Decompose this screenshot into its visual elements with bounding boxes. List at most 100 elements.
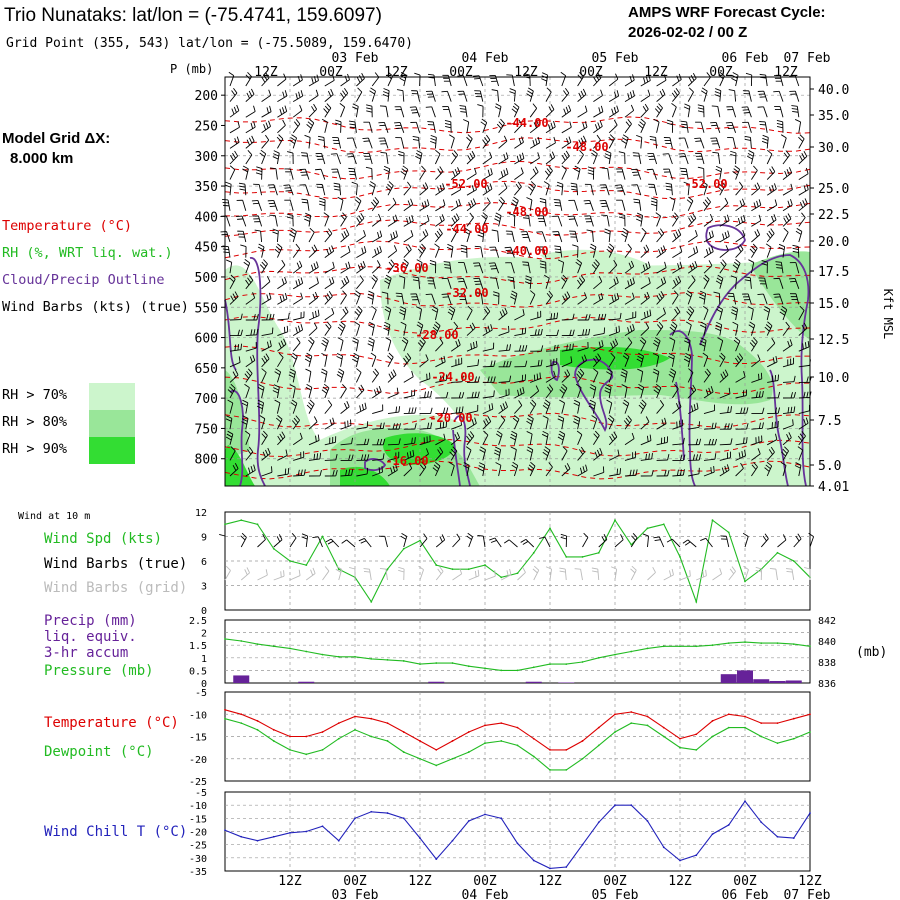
wind-barb [387,324,391,336]
wind-barb-flag [432,467,438,472]
wind-barb-flag [668,355,675,360]
bottom-time-tick: 12Z [408,874,432,889]
wind-barb-flag [437,186,440,193]
wind-barb [577,126,588,134]
wind-barb [450,309,456,321]
wind-barb-flag [297,469,300,476]
wind-barb [640,440,652,446]
wind-barb-flag [354,321,360,326]
wind-barb [324,107,332,118]
wind-barb [415,106,421,118]
windchill-line-point [272,835,275,838]
wind-barb-flag [747,306,754,310]
wind-barb-flag [273,150,280,154]
wind-barb [257,539,266,548]
wind-barb-flag [247,71,252,77]
wind-barb [276,419,283,430]
wind-barb [526,247,531,258]
wind-barb-flag [480,121,486,126]
wind-speed-line-point [305,564,308,566]
wind-barb [435,342,444,352]
wind-barb [432,277,436,289]
wind-barb-flag [731,77,737,82]
wind-barb-flag [537,136,541,143]
wind-barb-flag [337,196,344,201]
wind-barb-flag [471,185,475,192]
wind-barb [245,347,257,352]
wind-barb [561,450,568,461]
wind-barb-flag [659,90,664,97]
wind-barb-flag [597,122,601,129]
temperature-line-point [484,724,486,727]
wind-barb-flag [343,231,348,237]
wind-barb-flag [383,324,390,329]
wind-barb-flag [543,274,550,279]
wind-barb-flag [695,438,699,445]
wind-barb-flag [460,244,467,248]
wind-barb-flag [743,112,750,114]
wind-barb-flag [296,262,300,269]
wind-barb-flag [593,433,599,439]
wind-barb-flag [253,329,256,336]
wind-barb-flag [306,404,312,410]
wind-barb [577,402,581,414]
wind-barb [684,153,689,165]
wind-barb-flag [627,415,632,421]
wind-barb [324,313,335,321]
wind-barb-flag [313,453,316,460]
panel-tick-label: -10 [189,710,207,721]
wind-barb-flag [508,213,515,216]
dewpoint-line-point [727,726,730,729]
wind-barb [577,451,586,461]
wind-barb-flag [777,391,781,398]
wind-barb [656,423,667,430]
wind-barb-flag [288,374,295,378]
wind-barb-flag [730,423,733,430]
wind-barb-flag [261,77,266,83]
wind-barb-flag [773,90,780,93]
wind-barb-flag [743,370,746,378]
wind-barb [608,436,618,446]
wind-barb-flag [553,312,556,319]
wind-barb-flag [491,229,498,232]
wind-barb-flag [697,107,704,110]
dewpoint-line-point [711,735,714,738]
wind-barb [687,340,691,352]
wind-barb-flag [705,249,709,256]
wind-barb [715,122,721,133]
wind-barb-flag [725,245,729,251]
wind-barb-flag [699,340,706,344]
wind-barb [261,387,265,399]
wind-barb-flag [550,104,555,110]
wind-barb [608,231,611,243]
wind-barb-flag [301,533,308,537]
wind-barb-flag [339,324,345,329]
wind-barb-flag [388,181,394,186]
wind-barb-flag [507,276,514,279]
wind-barb-flag [665,185,672,188]
wind-barb [510,262,515,274]
wind-barb-flag [369,90,375,95]
wind-barb-flag [550,313,553,320]
wind-barb-flag [714,422,717,429]
wind-barb-flag [352,106,358,110]
temperature-line-point [792,717,795,720]
wind-barb-flag [385,277,391,282]
wind-barb-flag [225,418,232,422]
wind-barb-flag [588,405,595,410]
wind-barb-flag [316,277,319,284]
wind-barb-flag [641,337,647,342]
wind-speed-line-point [662,523,665,526]
wind-barb-flag [315,310,317,317]
wind-barb-flag [556,329,559,336]
wind-barb-flag [757,354,761,361]
wind-barb-flag [523,73,530,76]
wind-barb [292,387,296,399]
wind-barb [652,153,658,165]
wind-barb [292,123,301,134]
wind-barb [593,471,604,477]
wind-barb [719,236,730,243]
wind-barb-flag [511,290,518,295]
wind-barb [735,395,747,399]
wind-barb-flag [244,373,250,379]
